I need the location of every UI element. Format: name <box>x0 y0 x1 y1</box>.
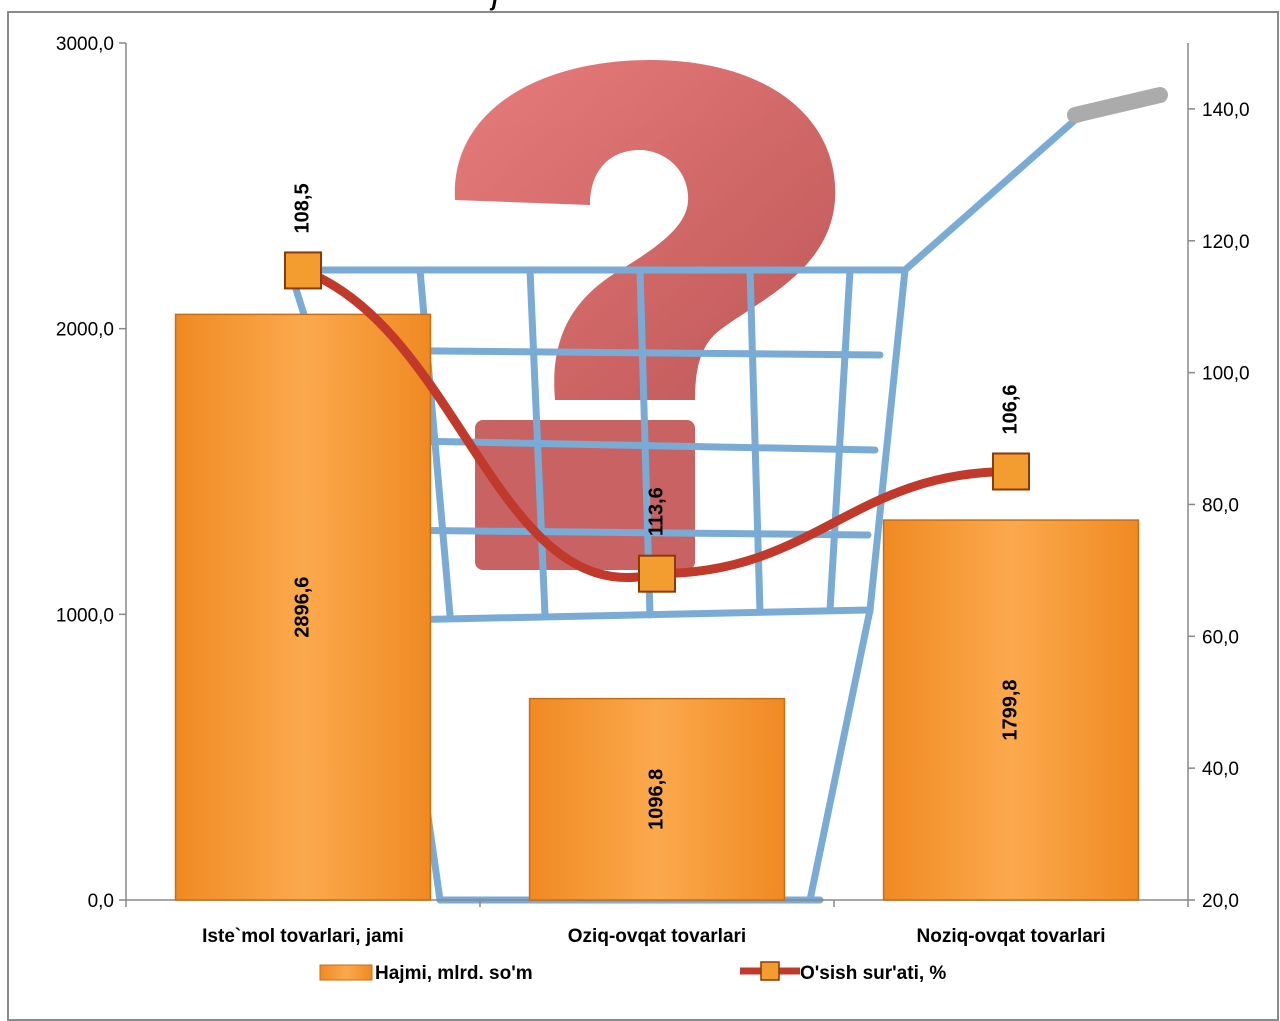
x-category-label: Noziq-ovqat tovarlari <box>917 926 1106 947</box>
right-tick-label: 40,0 <box>1202 759 1239 780</box>
bar <box>882 519 1140 901</box>
bar-data-label: 2896,6 <box>291 577 313 638</box>
right-tick-label: 140,0 <box>1202 100 1250 121</box>
line-data-label: 113,6 <box>645 487 667 536</box>
x-axis-ticks: Iste`mol tovarlari, jami Oziq-ovqat tovar… <box>125 900 1189 947</box>
line-marker <box>992 452 1030 491</box>
right-tick-label: 80,0 <box>1202 495 1239 516</box>
line-data-label: 106,6 <box>999 384 1021 434</box>
bar-data-label: 1096,8 <box>645 769 667 830</box>
line-marker <box>638 554 676 593</box>
left-axis-ticks: 0,0 1000,0 2000,0 3000,0 <box>56 34 126 912</box>
bar-series: 2896,6 1096,8 1799,8 <box>174 313 1140 901</box>
line-series: 108,5 113,6 106,6 <box>284 183 1030 593</box>
chart-title-fragment: j <box>489 0 499 11</box>
right-tick-label: 60,0 <box>1202 627 1239 648</box>
cart-handle-grip <box>1067 87 1168 123</box>
line-marker <box>284 251 322 290</box>
legend-marker-swatch <box>760 961 780 981</box>
right-tick-label: 120,0 <box>1202 232 1250 253</box>
legend-bar-label: Hajmi, mlrd. so'm <box>375 963 533 984</box>
bar-data-label: 1799,8 <box>999 679 1021 740</box>
question-mark-shape <box>454 60 836 400</box>
left-tick-label: 0,0 <box>88 891 114 912</box>
right-tick-label: 20,0 <box>1202 891 1239 912</box>
left-tick-label: 2000,0 <box>56 320 114 341</box>
legend: Hajmi, mlrd. so'm O'sish sur'ati, % <box>319 961 946 984</box>
left-tick-label: 1000,0 <box>56 605 114 626</box>
bar <box>174 313 432 901</box>
bar <box>528 697 786 901</box>
right-tick-label: 100,0 <box>1202 364 1250 385</box>
x-category-label: Oziq-ovqat tovarlari <box>568 926 746 947</box>
line-data-label: 108,5 <box>291 183 313 233</box>
right-axis-ticks: 20,0 40,0 60,0 80,0 100,0 120,0 140,0 <box>1188 100 1250 912</box>
legend-line-label: O'sish sur'ati, % <box>800 963 946 984</box>
legend-bar-swatch <box>319 964 373 981</box>
left-tick-label: 3000,0 <box>56 34 114 55</box>
x-category-label: Iste`mol tovarlari, jami <box>202 926 404 947</box>
